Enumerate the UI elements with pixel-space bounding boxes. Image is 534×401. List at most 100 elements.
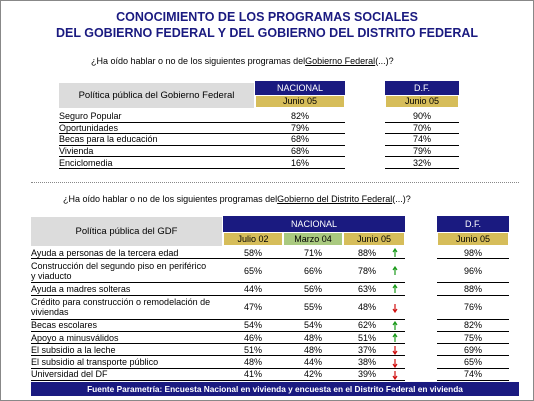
cell-value: 55%	[283, 296, 343, 320]
sub-header: Junio 05	[385, 95, 459, 108]
cell-value: 44%	[223, 283, 283, 296]
arrow-icon	[392, 320, 398, 330]
cell-value: 58%	[223, 247, 283, 260]
cell-value: 68%	[255, 134, 345, 146]
arrow-icon	[392, 248, 398, 258]
cell-value: 48%	[223, 357, 283, 369]
question-link: Gobierno del Distrito Federal	[277, 194, 393, 204]
sub-header: Junio 05	[343, 232, 405, 246]
arrow-icon	[392, 370, 398, 381]
cell-value: 82%	[255, 111, 345, 123]
trend-arrow	[392, 303, 398, 313]
group-header: NACIONAL	[223, 216, 405, 232]
cell-value: 75%	[437, 332, 509, 345]
cell-value: 98%	[437, 247, 509, 260]
row-label: Crédito para construcción o remodelación…	[31, 296, 223, 320]
cell-value: 88%	[343, 247, 405, 260]
cell-value: 54%	[283, 320, 343, 332]
cell-value: 65%	[223, 259, 283, 284]
trend-arrow	[392, 248, 398, 258]
row-label: Ayuda a madres solteras	[31, 283, 223, 296]
cell-value: 51%	[223, 344, 283, 357]
arrow-icon	[392, 358, 398, 368]
cell-value: 88%	[437, 283, 509, 296]
arrow-icon	[392, 332, 398, 343]
cell-value: 51%	[343, 332, 405, 345]
question-text: (...)?	[392, 194, 411, 204]
question-text: ¿Ha oído hablar o no de los siguientes p…	[63, 194, 278, 204]
trend-arrow	[392, 332, 398, 343]
sub-header: Julio 02	[223, 232, 283, 246]
cell-value: 69%	[437, 344, 509, 357]
cell-value: 42%	[283, 369, 343, 382]
question-text: ¿Ha oído hablar o no de los siguientes p…	[91, 56, 306, 66]
cell-value: 78%	[343, 259, 405, 284]
row-label: Enciclomedia	[59, 157, 255, 169]
row-label: El subsidio a la leche	[31, 344, 223, 357]
trend-arrow	[392, 345, 398, 356]
cell-value: 38%	[343, 357, 405, 369]
question: ¿Ha oído hablar o no de los siguientes p…	[63, 194, 411, 204]
cell-value: 74%	[385, 134, 459, 146]
cell-value: 96%	[437, 259, 509, 284]
cell-value: 63%	[343, 283, 405, 296]
cell-value: 48%	[283, 332, 343, 345]
cell-value: 65%	[437, 357, 509, 369]
cell-value: 79%	[255, 123, 345, 135]
question-text: (...)?	[375, 56, 394, 66]
row-label: Construcción del segundo piso en perifér…	[31, 259, 223, 284]
column-header: Política pública del Gobierno Federal	[59, 83, 254, 108]
trend-arrow	[392, 320, 398, 331]
cell-value: 54%	[223, 320, 283, 332]
title: DEL GOBIERNO FEDERAL Y DEL GOBIERNO DEL …	[55, 26, 479, 40]
row-label: Vivienda	[59, 146, 255, 158]
group-header: D.F.	[437, 216, 509, 232]
arrow-icon	[392, 303, 398, 313]
row-label: Oportunidades	[59, 123, 255, 135]
arrow-icon	[392, 284, 398, 294]
cell-value: 68%	[255, 146, 345, 158]
row-label: Becas para la educación	[59, 134, 255, 146]
column-header: Política pública del GDF	[31, 217, 222, 246]
row-label: Seguro Popular	[59, 111, 255, 123]
row-label: El subsidio al transporte público	[31, 357, 223, 369]
cell-value: 44%	[283, 357, 343, 369]
trend-arrow	[392, 370, 398, 381]
cell-value: 71%	[283, 247, 343, 260]
cell-value: 32%	[385, 157, 459, 169]
cell-value: 48%	[283, 344, 343, 357]
cell-value: 39%	[343, 369, 405, 382]
arrow-icon	[392, 266, 398, 276]
row-label: Universidad del DF	[31, 369, 223, 382]
cell-value: 47%	[223, 296, 283, 320]
cell-value: 16%	[255, 157, 345, 169]
separator	[31, 182, 519, 183]
cell-value: 90%	[385, 111, 459, 123]
sub-header: Marzo 04	[283, 232, 343, 246]
trend-arrow	[392, 266, 398, 276]
cell-value: 74%	[437, 369, 509, 382]
footer: Fuente Parametría: Encuesta Nacional en …	[31, 382, 519, 396]
cell-value: 48%	[343, 296, 405, 320]
sub-header: Junio 05	[437, 232, 509, 246]
sub-header: Junio 05	[255, 95, 345, 108]
cell-value: 37%	[343, 344, 405, 357]
group-header: D.F.	[385, 81, 459, 95]
trend-arrow	[392, 284, 398, 294]
trend-arrow	[392, 358, 398, 368]
cell-value: 70%	[385, 123, 459, 135]
row-label: Becas escolares	[31, 320, 223, 332]
group-header: NACIONAL	[255, 81, 345, 95]
question: ¿Ha oído hablar o no de los siguientes p…	[91, 56, 394, 66]
cell-value: 41%	[223, 369, 283, 382]
cell-value: 66%	[283, 259, 343, 284]
arrow-icon	[392, 346, 398, 356]
cell-value: 46%	[223, 332, 283, 345]
title: CONOCIMIENTO DE LOS PROGRAMAS SOCIALES	[116, 10, 418, 24]
cell-value: 62%	[343, 320, 405, 332]
cell-value: 76%	[437, 296, 509, 320]
cell-value: 79%	[385, 146, 459, 158]
cell-value: 56%	[283, 283, 343, 296]
question-link: Gobierno Federal	[305, 56, 376, 66]
